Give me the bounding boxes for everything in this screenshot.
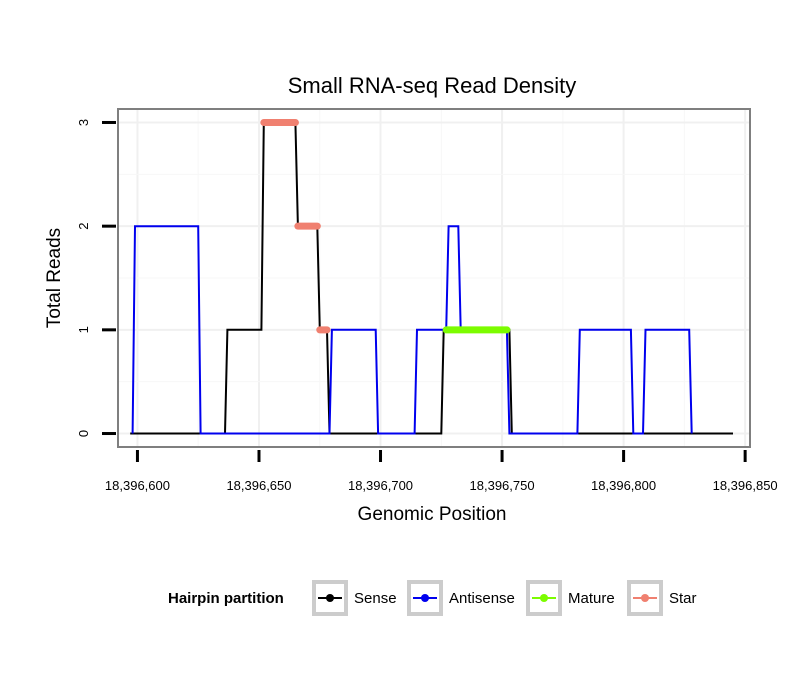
- series-antisense-line: [131, 225, 693, 435]
- grid-lines: [119, 110, 749, 446]
- legend: Hairpin partition Sense Antisense Mature St…: [168, 580, 697, 616]
- x-tick-label: 18,396,750: [470, 478, 535, 493]
- axes: 18,396,600 18,396,650 18,396,700 18,396,750…: [76, 119, 778, 493]
- legend-label: Star: [669, 590, 697, 607]
- y-axis-title: Total Reads: [44, 228, 65, 328]
- y-tick-label: 0: [76, 430, 91, 437]
- x-tick-label: 18,396,850: [713, 478, 778, 493]
- y-tick-label: 1: [76, 326, 91, 333]
- legend-label: Antisense: [449, 590, 515, 607]
- y-tick-label: 2: [76, 223, 91, 230]
- y-tick-label: 3: [76, 119, 91, 126]
- legend-key-dot: [641, 594, 649, 602]
- legend-label: Sense: [354, 590, 397, 607]
- legend-title: Hairpin partition: [168, 590, 284, 607]
- x-tick-label: 18,396,600: [105, 478, 170, 493]
- x-tick-label: 18,396,650: [226, 478, 291, 493]
- legend-key-dot: [540, 594, 548, 602]
- chart-title: Small RNA-seq Read Density: [288, 73, 577, 98]
- legend-label: Mature: [568, 590, 615, 607]
- trace-layer: [130, 118, 733, 435]
- x-axis-title: Genomic Position: [358, 504, 507, 525]
- x-tick-label: 18,396,700: [348, 478, 413, 493]
- legend-key-dot: [326, 594, 334, 602]
- legend-key-dot: [421, 594, 429, 602]
- x-tick-label: 18,396,800: [591, 478, 656, 493]
